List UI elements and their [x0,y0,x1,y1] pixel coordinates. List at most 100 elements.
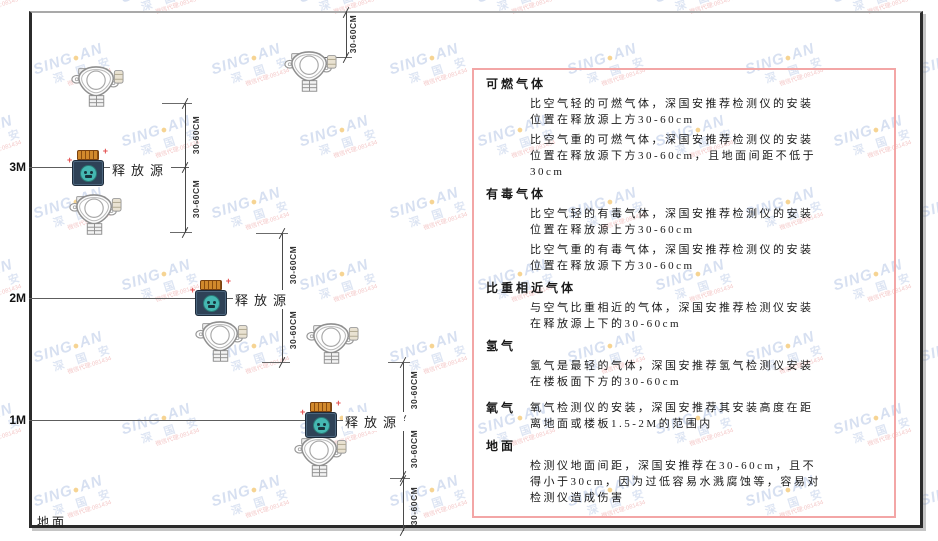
panel-section: 地面 检测仪地面间距，深国安推荐在30-60cm，且不得小于30cm，因为过低容易… [486,439,880,506]
level-line-1m [29,420,405,421]
watermark-cjk: 深 国 安 [924,200,938,245]
watermark-cjk: 深 国 安 [924,56,938,101]
release-source-icon: + + [300,399,341,438]
extension-line [322,57,352,58]
watermark-red-text: 微信代理:081434 [0,0,23,16]
spark-icon: + [190,285,196,295]
watermark-red-text: 微信代理:081434 [931,367,938,403]
extension-line [162,103,192,104]
watermark-red-text: 微信代理:081434 [931,223,938,259]
panel-section: 氢气 氢气是最轻的气体，深国安推荐氢气检测仪安装在楼板面下方的30-60cm [486,339,880,390]
gas-detector-icon [68,191,122,237]
dimension-line-ceiling [346,12,347,57]
source-body [305,412,337,438]
panel-section: 氧气 氧气检测仪的安装，深国安推荐其安装高度在距离地面或楼板1.5-2M的范围内 [486,394,880,432]
watermark-brand: SING●AN [475,0,556,7]
release-source-icon: + + [190,277,231,316]
dimension-label: 30-60CM [409,370,419,410]
extension-line [262,362,290,363]
section-heading: 地面 [486,439,517,453]
watermark-red-text: 微信代理:081434 [931,79,938,115]
axis-label-2m: 2M [9,291,26,305]
section-body: 比空气轻的可燃气体，深国安推荐检测仪的安装位置在释放源上方30-60cm 比空气重… [486,96,880,180]
dimension-label: 30-60CM [409,429,419,469]
level-line-3m [29,167,189,168]
watermark-brand: SING●AN [831,0,912,7]
panel-sections: 可燃气体比空气轻的可燃气体，深国安推荐检测仪的安装位置在释放源上方30-60cm… [486,77,880,506]
section-paragraph: 检测仪地面间距，深国安推荐在30-60cm，且不得小于30cm，因为过低容易水溅… [530,460,821,504]
extension-line [170,232,192,233]
panel-section: 可燃气体比空气轻的可燃气体，深国安推荐检测仪的安装位置在释放源上方30-60cm… [486,77,880,180]
source-cap [310,402,332,412]
watermark-red-text: 微信代理:081434 [0,427,23,448]
section-heading: 氢气 [486,339,517,353]
section-heading: 有毒气体 [486,187,547,201]
source-cap [77,150,99,160]
section-heading: 比重相近气体 [486,281,577,295]
watermark-brand: SING●AN [653,0,734,7]
section-paragraph: 比空气轻的有毒气体，深国安推荐检测仪的安装位置在释放源上方30-60cm [530,208,814,236]
dimension-label: 30-60CM [191,115,201,155]
watermark-red-text: 微信代理:081434 [931,511,938,541]
section-paragraph: 比空气重的可燃气体，深国安推荐检测仪的安装位置在释放源下方30-60cm，且地面… [530,134,817,178]
source-face [203,295,220,312]
dimension-label: 30-60CM [191,179,201,219]
extension-line [256,233,288,234]
dimension-label: 30-60CM [348,14,358,54]
source-face [80,165,97,182]
room-frame [29,11,923,528]
watermark-cjk: 深 国 安 [924,344,938,389]
section-paragraph: 氢气是最轻的气体，深国安推荐氢气检测仪安装在楼板面下方的30-60cm [530,360,814,388]
release-source-label: 释放源 [233,290,295,309]
dimension-label: 30-60CM [288,310,298,350]
dimension-label: 30-60CM [409,486,419,526]
gas-detector-icon [293,433,347,479]
watermark-cjk: 深 国 安 [0,126,26,158]
watermark-brand: SING●AN [297,0,378,7]
panel-section: 比重相近气体与空气比重相近的气体，深国安推荐检测仪安装在释放源上下的30-60c… [486,281,880,332]
spark-icon: + [300,407,306,417]
gas-detector-icon [70,63,124,109]
watermark-brand: SING●AN [119,0,200,7]
panel-section: 有毒气体比空气轻的有毒气体，深国安推荐检测仪的安装位置在释放源上方30-60cm… [486,187,880,274]
source-cap [200,280,222,290]
section-body: 检测仪地面间距，深国安推荐在30-60cm，且不得小于30cm，因为过低容易水溅… [486,458,880,506]
axis-label-1m: 1M [9,413,26,427]
watermark-brand: SING●AN [0,0,22,7]
section-body: 氢气是最轻的气体，深国安推荐氢气检测仪安装在楼板面下方的30-60cm [486,358,880,390]
gas-detector-icon [305,320,359,366]
section-paragraph: 与空气比重相近的气体，深国安推荐检测仪安装在释放源上下的30-60cm [530,302,814,330]
section-body: 与空气比重相近的气体，深国安推荐检测仪安装在释放源上下的30-60cm [486,300,880,332]
section-paragraph: 比空气轻的可燃气体，深国安推荐检测仪的安装位置在释放源上方30-60cm [530,98,814,126]
level-line-2m [29,298,284,299]
gas-detector-icon [283,48,337,94]
source-face [313,417,330,434]
watermark-brand: SING●AN [0,255,15,280]
section-body: 比空气轻的有毒气体，深国安推荐检测仪的安装位置在释放源上方30-60cm 比空气重… [486,206,880,274]
ground-label: 地面 [37,515,68,529]
section-heading: 可燃气体 [486,77,547,91]
gas-detector-icon [194,318,248,364]
release-source-label: 释放源 [110,160,172,179]
spark-icon: + [102,146,108,156]
installation-guide-panel: 可燃气体比空气轻的可燃气体，深国安推荐检测仪的安装位置在释放源上方30-60cm… [472,68,896,518]
dimension-line-1m [403,362,404,531]
extension-line [388,362,410,363]
spark-icon: + [225,276,231,286]
spark-icon: + [335,398,341,408]
section-paragraph: 比空气重的有毒气体，深国安推荐检测仪的安装位置在释放源下方30-60cm [530,244,814,272]
axis-label-3m: 3M [9,160,26,174]
dimension-label: 30-60CM [288,245,298,285]
spark-icon: + [67,155,73,165]
source-body [195,290,227,316]
section-heading: 氧气 [486,401,517,415]
watermark-cjk: 深 国 安 [924,488,938,533]
release-source-icon: + + [67,147,108,186]
section-paragraph: 氧气检测仪的安装，深国安推荐其安装高度在距离地面或楼板1.5-2M的范围内 [530,402,814,430]
watermark-cjk: 深 国 安 [0,0,26,19]
watermark-brand: SING●AN [0,111,15,136]
section-body: 氧气检测仪的安装，深国安推荐其安装高度在距离地面或楼板1.5-2M的范围内 [530,394,880,432]
